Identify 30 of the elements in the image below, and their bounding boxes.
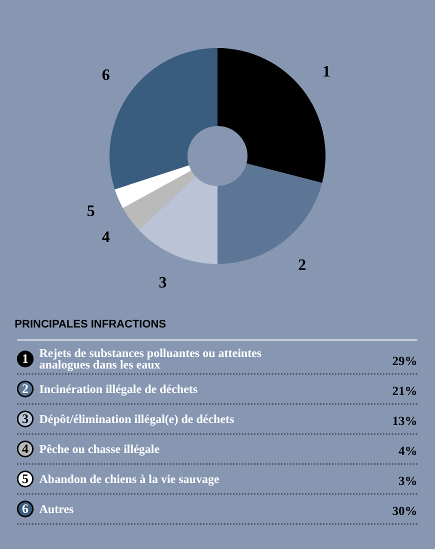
text: 2 [22, 381, 28, 396]
donut-slice [218, 48, 326, 183]
donut-slice [122, 170, 196, 230]
data-label: 29% [392, 354, 418, 368]
legend-label: Pêche ou chasse illégale [39, 442, 160, 456]
data-label: 21% [392, 384, 418, 398]
legend-label: Rejets de substances polluantes ou atteintes analogues dans les eaux [39, 346, 262, 372]
donut-slice [110, 48, 218, 190]
text: 3 [158, 274, 167, 292]
legend-label: Dépôt/élimination illégal(e) de déchets [39, 412, 235, 426]
donut-slice [138, 176, 218, 264]
legend-label: Incinération illégale de déchets [39, 382, 198, 396]
donut-slice [114, 165, 192, 208]
text: 6 [22, 501, 28, 516]
text: 1 [322, 63, 331, 80]
text: 1 [22, 351, 28, 366]
data-label: 3% [398, 474, 418, 488]
text: 4 [102, 229, 110, 246]
data-label: 30% [392, 504, 418, 518]
text: 5 [86, 202, 95, 220]
text: 5 [22, 471, 28, 486]
text: 6 [102, 66, 110, 84]
legend-label: Abandon de chiens à la vie sauvage [39, 472, 220, 486]
legend-title: PRINCIPALES INFRACTIONS [14, 318, 166, 330]
data-label: 13% [392, 414, 418, 428]
text: 3 [22, 411, 28, 426]
text: 4 [22, 441, 28, 456]
legend-label: Autres [39, 502, 74, 516]
data-label: 4% [398, 444, 418, 458]
text: 2 [298, 257, 306, 274]
